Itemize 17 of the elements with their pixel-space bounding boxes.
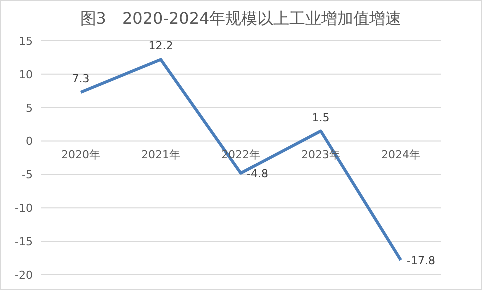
data-label: 12.2 [148,40,174,53]
y-tick-label: 5 [26,102,33,115]
y-tick-label: 15 [19,34,33,48]
data-label: 7.3 [72,72,90,86]
y-tick-label: 10 [19,68,33,82]
x-tick-label: 2024年 [382,148,420,162]
chart-title: 图3 2020-2024年规模以上工业增加值增速 [79,9,403,30]
y-tick-label: -10 [15,202,33,216]
y-tick-label: -15 [15,235,33,248]
data-label: -4.8 [247,167,268,180]
y-tick-label: -20 [15,268,33,282]
data-label: -17.8 [407,254,436,268]
x-tick-label: 2020年 [62,148,100,162]
x-tick-label: 2021年 [142,148,180,162]
data-label: 1.5 [312,111,330,124]
y-tick-label: -5 [22,168,33,182]
y-tick-label: 0 [26,135,33,148]
